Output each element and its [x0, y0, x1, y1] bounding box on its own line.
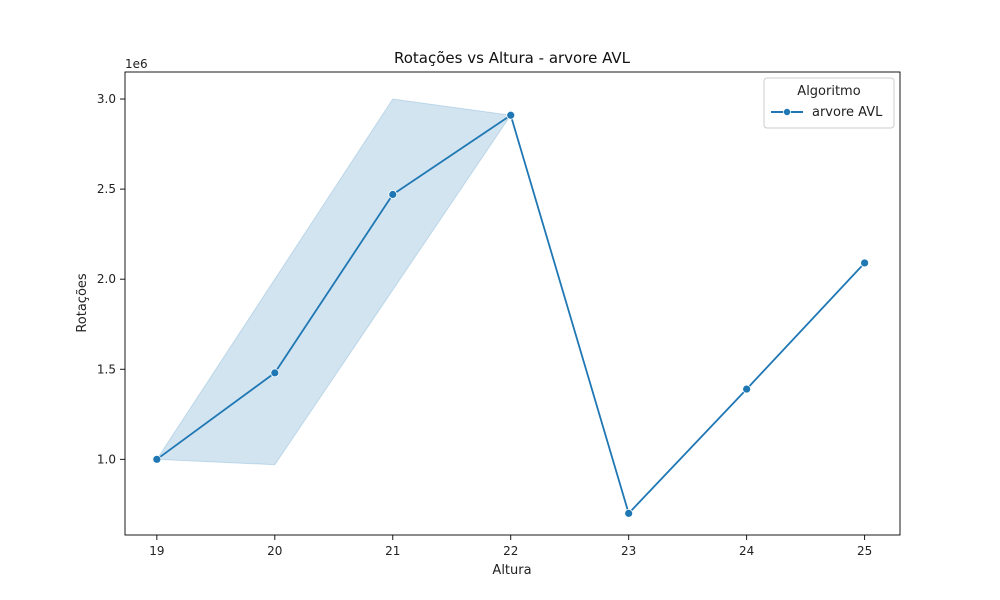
x-tick-label: 25: [857, 544, 872, 558]
x-tick-label: 20: [267, 544, 282, 558]
y-tick-label: 3.0: [97, 92, 116, 106]
y-axis: 1.0 1.5 2.0 2.5 3.0: [97, 92, 125, 466]
x-axis: 19 20 21 22 23 24 25: [149, 535, 872, 558]
legend-entry-label: arvore AVL: [812, 105, 883, 120]
data-point: [860, 258, 870, 268]
confidence-band: [155, 98, 865, 515]
y-tick-label: 2.0: [97, 272, 116, 286]
data-point: [152, 454, 162, 464]
plot-area: [152, 98, 870, 518]
legend: Algoritmo arvore AVL: [763, 77, 895, 129]
x-tick-label: 22: [503, 544, 518, 558]
y-axis-label: Rotações: [75, 273, 90, 333]
y-tick-label: 1.5: [97, 362, 116, 376]
legend-title: Algoritmo: [797, 84, 860, 99]
x-tick-label: 21: [385, 544, 400, 558]
legend-box: [763, 77, 895, 129]
y-tick-label: 2.5: [97, 182, 116, 196]
x-tick-label: 19: [149, 544, 164, 558]
data-point: [388, 190, 398, 199]
chart-title: Rotações vs Altura - arvore AVL: [394, 49, 631, 67]
data-point: [624, 508, 634, 518]
y-offset-label: 1e6: [125, 57, 148, 71]
legend-marker-swatch: [783, 108, 792, 117]
x-axis-label: Altura: [492, 563, 531, 578]
data-point: [506, 110, 516, 120]
data-point: [270, 368, 280, 378]
x-tick-label: 23: [621, 544, 636, 558]
y-tick-label: 1.0: [97, 452, 116, 466]
x-tick-label: 24: [739, 544, 754, 558]
data-point: [742, 384, 752, 394]
plot-frame: [124, 71, 901, 536]
